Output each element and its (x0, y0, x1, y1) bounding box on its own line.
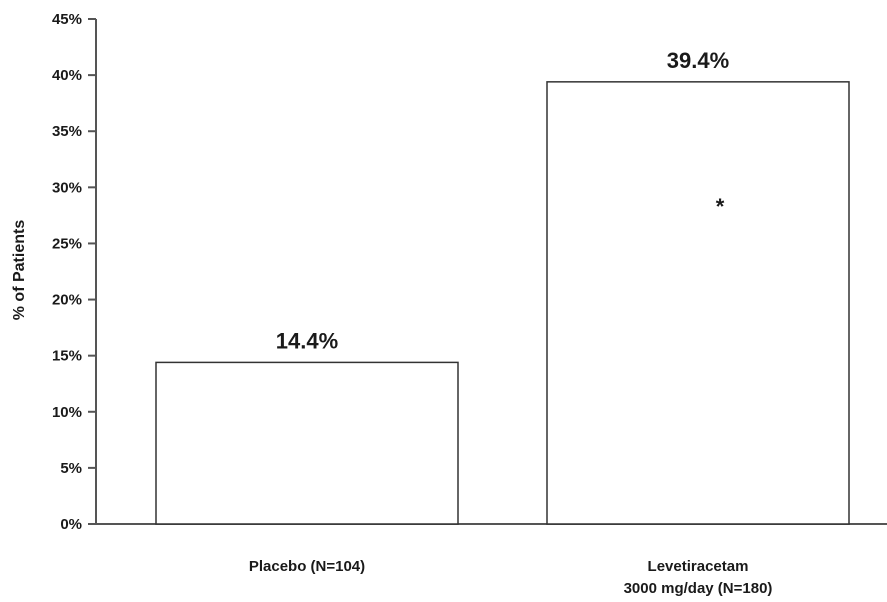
y-tick-label: 40% (52, 67, 82, 84)
y-axis-title: % of Patients (11, 220, 28, 321)
y-tick-label: 5% (60, 460, 82, 477)
category-labels-group: Placebo (N=104) Levetiracetam 3000 mg/day … (249, 558, 773, 597)
x-category-label: Placebo (N=104) (249, 558, 365, 575)
y-tick-label: 20% (52, 292, 82, 309)
y-tick-label: 45% (52, 11, 82, 28)
y-tick-label: 10% (52, 404, 82, 421)
y-tick-label: 25% (52, 235, 82, 252)
bar-value-label: 14.4% (276, 328, 338, 353)
bar (546, 81, 850, 525)
y-axis-ticks: 0% 5% 10% 15% 20% 25% 30% 35% 40% 45% (52, 11, 96, 533)
y-tick-label: 15% (52, 348, 82, 365)
x-category-label: Levetiracetam (648, 558, 749, 575)
x-category-label: 3000 mg/day (N=180) (624, 580, 773, 597)
y-tick-label: 30% (52, 179, 82, 196)
y-tick-label: 0% (60, 516, 82, 533)
bar-value-label: 39.4% (667, 48, 729, 73)
y-tick-label: 35% (52, 123, 82, 140)
bars-group: 14.4% 39.4% (155, 48, 850, 525)
bar (155, 361, 459, 525)
significance-annotation: * (716, 194, 725, 219)
